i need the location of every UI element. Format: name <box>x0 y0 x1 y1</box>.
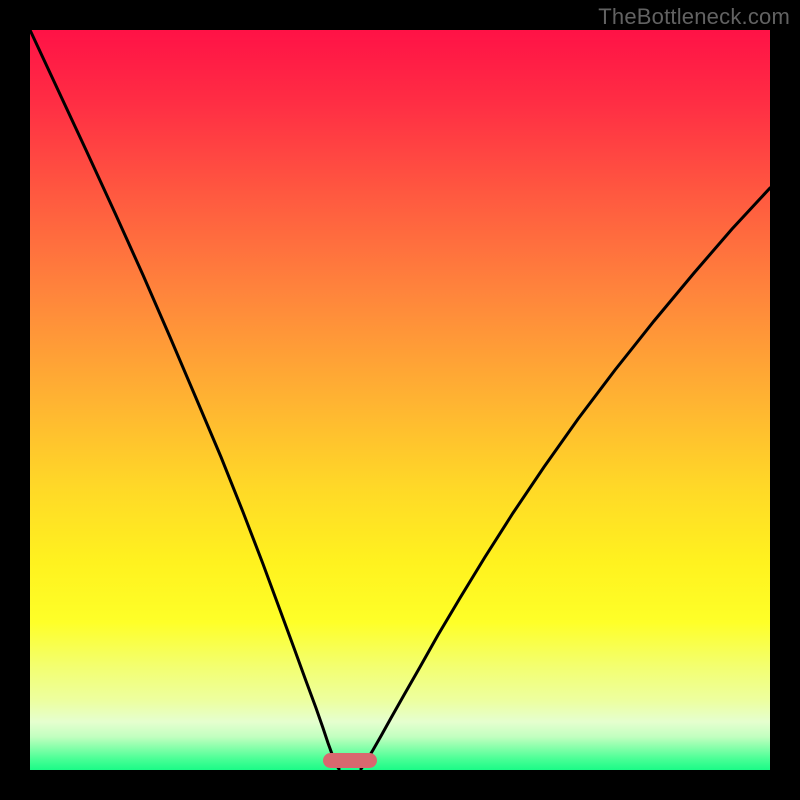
curve-right-branch <box>361 188 770 769</box>
curve-left-branch <box>30 30 339 769</box>
watermark-text: TheBottleneck.com <box>598 4 790 30</box>
chart-canvas: TheBottleneck.com <box>0 0 800 800</box>
bottleneck-curve <box>30 30 770 770</box>
plot-area <box>30 30 770 770</box>
optimum-marker <box>323 753 377 768</box>
